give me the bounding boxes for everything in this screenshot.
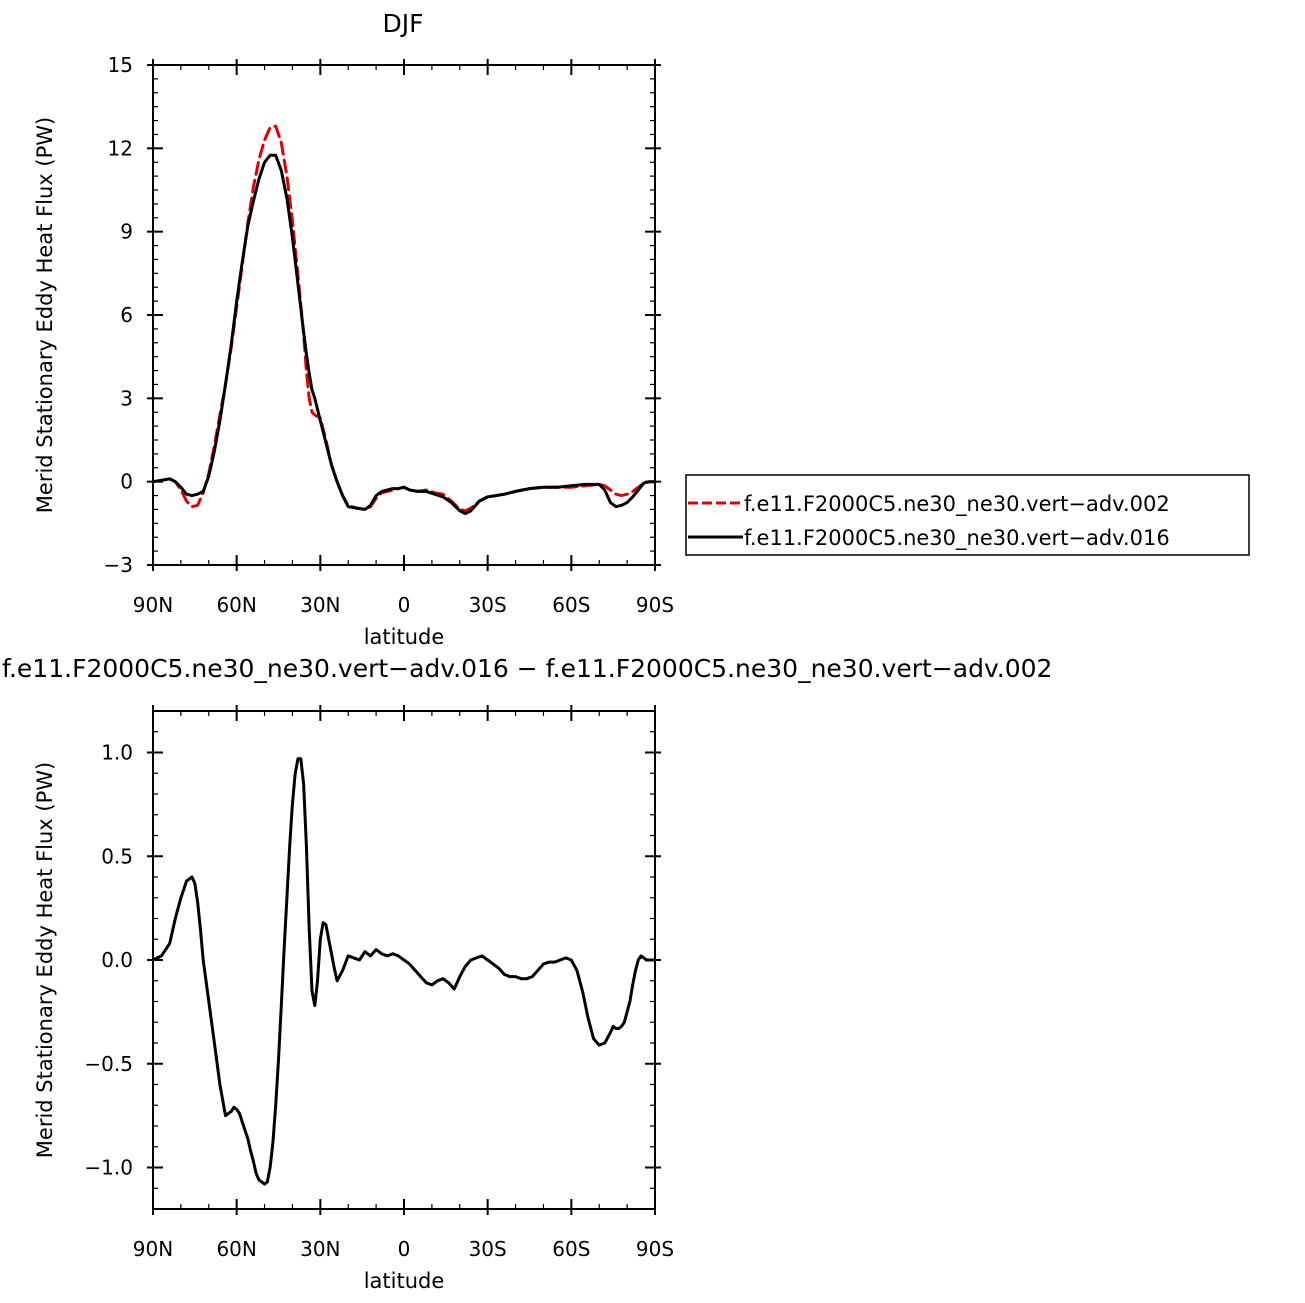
y-tick-label: −0.5	[84, 1052, 133, 1076]
y-tick-label: 3	[120, 386, 133, 410]
x-tick-label: 90N	[133, 593, 173, 617]
legend-label: f.e11.F2000C5.ne30_ne30.vert−adv.016	[744, 526, 1170, 551]
legend: f.e11.F2000C5.ne30_ne30.vert−adv.002 f.e1…	[685, 474, 1250, 556]
y-tick-label: −1.0	[84, 1156, 133, 1180]
x-tick-label: 30N	[300, 593, 340, 617]
x-tick-label: 90S	[636, 1237, 674, 1261]
y-tick-label: 0.5	[101, 844, 133, 868]
series-line-solid	[151, 757, 657, 1186]
x-tick-label: 90S	[636, 593, 674, 617]
x-tick-label: 90N	[133, 1237, 173, 1261]
plot-frame	[152, 64, 656, 566]
difference-chart: f.e11.F2000C5.ne30_ne30.vert−adv.016 − f…	[2, 654, 1052, 1293]
x-tick-label: 60N	[216, 593, 256, 617]
x-tick-label: 60S	[552, 593, 590, 617]
y-tick-label: 1.0	[101, 741, 133, 765]
x-tick-label: 30S	[469, 1237, 507, 1261]
y-tick-label: −3	[104, 553, 133, 577]
x-tick-label: 60S	[552, 1237, 590, 1261]
x-axis-label: latitude	[364, 1269, 445, 1293]
y-tick-label: 12	[108, 136, 133, 160]
legend-box	[685, 474, 1250, 556]
legend-label: f.e11.F2000C5.ne30_ne30.vert−adv.002	[744, 492, 1170, 517]
y-tick-label: 9	[120, 220, 133, 244]
x-tick-label: 0	[398, 593, 411, 617]
x-tick-label: 0	[398, 1237, 411, 1261]
y-tick-label: 0.0	[101, 948, 133, 972]
y-tick-label: 15	[108, 53, 133, 77]
series-line-solid	[151, 153, 657, 516]
top-chart: DJF −3 0 3 6 9 12 15 90N 60N 30N 0 30S 60S 90S latitude…	[33, 9, 1250, 649]
y-tick-label: 0	[120, 470, 133, 494]
y-axis-label: Merid Stationary Eddy Heat Flux (PW)	[33, 762, 57, 1158]
y-tick-label: 6	[120, 303, 133, 327]
x-tick-label: 30S	[469, 593, 507, 617]
x-axis-label: latitude	[364, 625, 445, 649]
series-line-dashed	[151, 124, 657, 513]
x-tick-label: 60N	[216, 1237, 256, 1261]
chart-title: DJF	[382, 9, 423, 38]
y-axis-label: Merid Stationary Eddy Heat Flux (PW)	[33, 117, 57, 513]
x-tick-label: 30N	[300, 1237, 340, 1261]
chart-title: f.e11.F2000C5.ne30_ne30.vert−adv.016 − f…	[2, 654, 1052, 683]
